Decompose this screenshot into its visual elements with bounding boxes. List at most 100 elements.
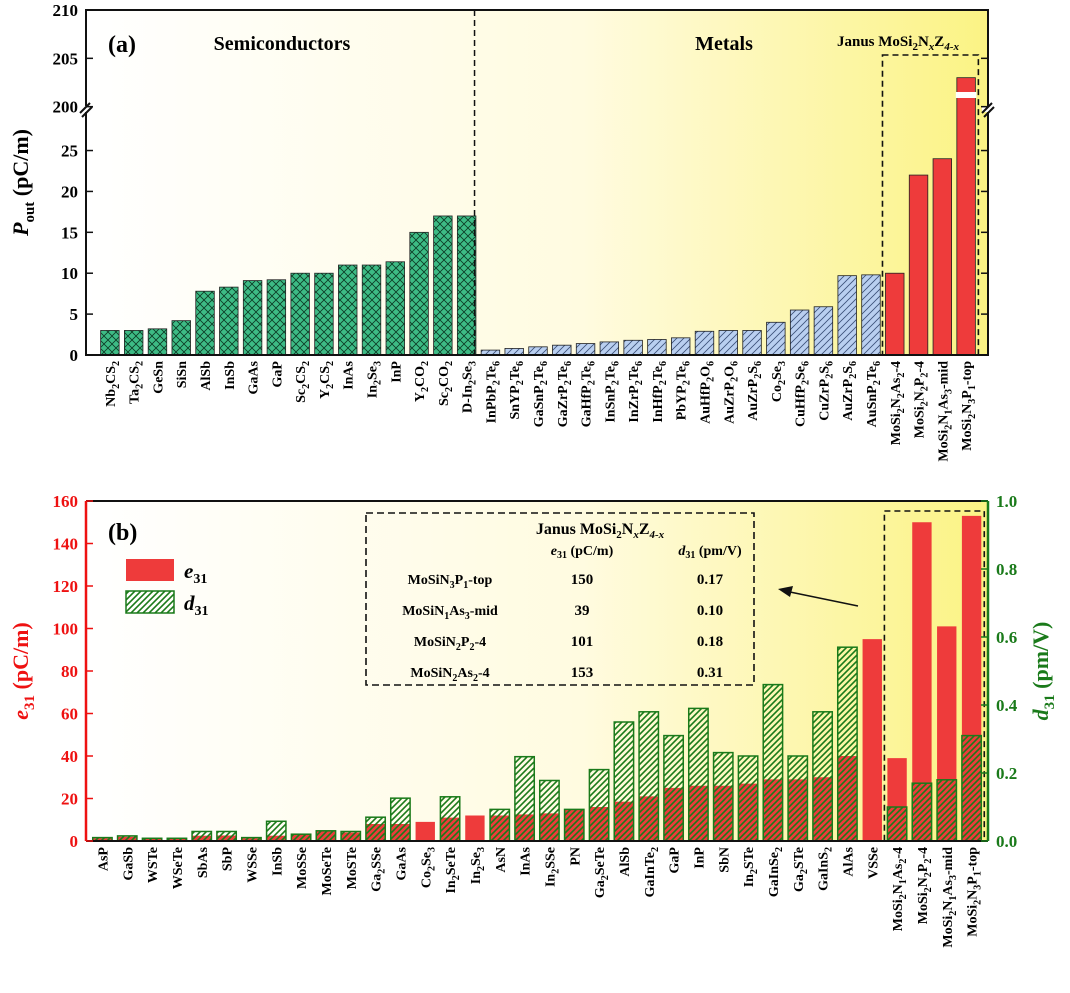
bar-d31 [838,647,857,841]
x-tick-label-part: PbYP [675,385,690,420]
inset-row-name-part: -mid [470,604,498,619]
inset-row-name-part: As [449,604,465,619]
bar-janus [909,175,928,355]
x-tick-label: WSeTe [171,847,186,889]
x-tick-label-part: 6 [563,361,574,366]
x-tick-label-part: Se [469,852,484,866]
bar-janus [933,159,952,355]
x-tick-label-part: As [891,863,906,879]
x-tick-label-part: MoSSe [295,847,310,889]
x-tick-label: InSb [223,361,238,390]
x-tick-label-part: N [889,398,904,408]
x-tick-label: AlSb [618,847,633,877]
legend-sub: 31 [195,604,209,619]
x-tick-label: WSTe [146,847,161,883]
x-tick-label: InP [389,361,404,383]
janus-title-part: Janus MoSi [837,34,912,50]
x-tick-label-part: -4 [916,847,931,859]
x-tick-label-part: Te [508,366,523,380]
bar-d31 [689,708,708,841]
x-tick-label-part: Se [770,366,785,380]
x-tick-label-part: N [916,877,931,887]
x-tick-label-part: AsN [494,847,509,873]
x-tick-label: PbYP2Te6 [675,361,693,420]
x-tick-label-part: MoSeTe [320,847,335,895]
x-tick-label: MoSi2N1As3-mid [941,847,959,948]
x-tick-label: Nb2CS2 [104,361,122,407]
x-tick-label-part: MoSi [891,899,906,931]
y-tick-label: 10 [61,264,78,283]
bar-semiconductors [362,265,381,355]
inset-row-name-part: MoSiN [410,666,452,681]
x-tick-label-part: Ga [370,874,385,892]
bar-e31 [416,822,435,841]
x-tick-label: CuZrP2S6 [817,361,835,421]
x-tick-label-part: GaInS [817,852,832,891]
x-tick-label-part: Te [603,366,618,380]
bar-d31 [490,809,509,841]
x-tick-label: GeSn [151,361,166,394]
x-tick-label-part: D-In [461,385,476,413]
x-tick-label-part: MoSi [936,430,951,462]
x-tick-label-part: 6 [682,361,693,366]
x-tick-label-part: O [698,366,713,377]
x-tick-label: Ga2STe [792,847,810,892]
y-axis-label-var: P [8,222,33,237]
x-tick-label: GaHfP2Te6 [580,361,598,427]
x-tick-label-part: Co [770,385,785,402]
bar-semiconductors [101,330,120,355]
x-tick-label-part: GaP [270,361,285,388]
bar-d31 [391,798,410,841]
y-axis-label-unit: (pC/m) [8,622,33,695]
x-tick-label-part: GaZrP [556,385,571,427]
y-axis-label-sub: out [22,202,38,223]
x-tick-label: AuZrP2S6 [841,361,859,421]
x-tick-label: Co2Se3 [419,847,437,888]
bar-d31 [912,783,931,841]
x-tick-label-part: InZrP [627,385,642,423]
bar-e31 [465,816,484,842]
x-tick-label-part: InP [389,361,404,383]
x-tick-label-part: N [960,404,975,414]
x-tick-label-part: MoSi [889,413,904,445]
x-tick-label: Ga2SSe [370,847,388,892]
x-tick-label-part: 6 [634,361,645,366]
bar-d31 [217,831,236,841]
x-tick-label-part: Te [580,366,595,380]
bar-semiconductors [267,280,286,355]
x-tick-label: In2STe [742,847,760,887]
x-tick-label: GaInSe2 [767,847,785,897]
x-tick-label: MoSeTe [320,847,335,895]
x-tick-label-part: SeTe [444,847,459,875]
x-tick-label-part: Y [318,389,333,399]
x-tick-label-part: -mid [936,361,951,389]
x-tick-label-part: In [366,385,381,398]
x-tick-label-part: -4 [891,847,906,859]
x-tick-label: MoSi2N1As2-4 [891,847,909,931]
bar-d31 [788,756,807,841]
x-tick-label: GaSnP2Te6 [532,361,550,427]
x-tick-label-part: Te [484,366,499,380]
x-tick-label-part: N [941,901,956,911]
x-tick-label: SbP [221,847,236,872]
bar-d31 [440,797,459,841]
x-tick-label-part: Te [627,366,642,380]
inset-row-name-part: MoSiN [414,635,456,650]
x-tick-label: GaP [668,847,683,874]
y-tick-label-left: 140 [53,535,79,554]
x-tick-label-part: AuZrP [746,378,761,420]
x-tick-label-part: Nb [104,389,119,407]
janus-title-part: 4-x [943,41,959,53]
bar-semiconductors [338,265,357,355]
x-tick-label-part: GaInSe [767,852,782,897]
x-tick-label-part: STe [742,847,757,869]
x-tick-label-part: 3 [777,361,788,366]
x-tick-label-part: 3 [476,847,487,852]
legend-var: e [184,559,193,583]
y-tick-label-right: 0.4 [996,696,1018,715]
bar-d31 [291,834,310,841]
x-tick-label: GaAs [247,360,262,394]
x-tick-label-part: InPbP [484,385,499,424]
x-tick-label: GaInS2 [817,847,835,891]
